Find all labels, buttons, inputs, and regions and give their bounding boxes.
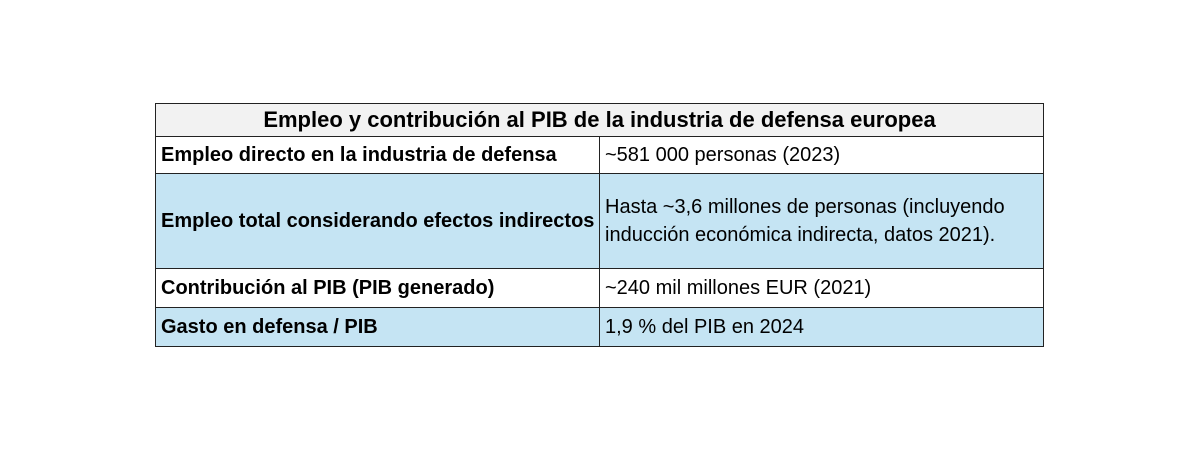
table-title: Empleo y contribución al PIB de la indus… bbox=[155, 103, 1044, 137]
table-row: Gasto en defensa / PIB 1,9 % del PIB en … bbox=[155, 307, 1044, 347]
row-label: Empleo total considerando efectos indire… bbox=[155, 173, 600, 269]
defense-industry-table-container: Empleo y contribución al PIB de la indus… bbox=[155, 103, 1044, 347]
row-label: Empleo directo en la industria de defens… bbox=[155, 136, 600, 174]
row-label: Gasto en defensa / PIB bbox=[155, 307, 600, 347]
row-value: ~240 mil millones EUR (2021) bbox=[599, 268, 1044, 308]
defense-industry-table: Empleo y contribución al PIB de la indus… bbox=[155, 103, 1044, 347]
row-value: Hasta ~3,6 millones de personas (incluye… bbox=[599, 173, 1044, 269]
row-value: ~581 000 personas (2023) bbox=[599, 136, 1044, 174]
table-row: Contribución al PIB (PIB generado) ~240 … bbox=[155, 268, 1044, 308]
row-value: 1,9 % del PIB en 2024 bbox=[599, 307, 1044, 347]
row-label: Contribución al PIB (PIB generado) bbox=[155, 268, 600, 308]
table-row: Empleo total considerando efectos indire… bbox=[155, 173, 1044, 269]
table-row: Empleo directo en la industria de defens… bbox=[155, 136, 1044, 174]
table-header-row: Empleo y contribución al PIB de la indus… bbox=[155, 103, 1044, 137]
